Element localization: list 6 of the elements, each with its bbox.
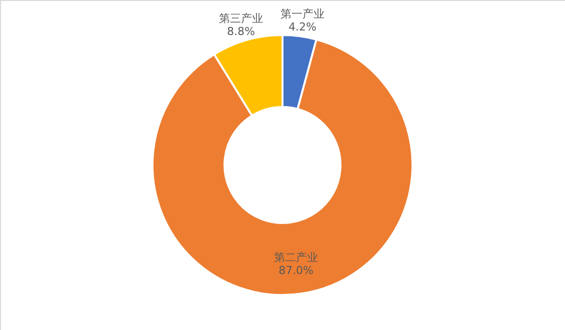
slice-label: 第三产业 [219, 12, 264, 25]
data-label: 4.2% [288, 20, 316, 34]
data-label: 87.0% [278, 264, 314, 278]
slice-label: 第二产业 [274, 251, 318, 264]
slice-label: 第一产业 [280, 7, 324, 20]
data-label: 8.8% [227, 24, 255, 38]
